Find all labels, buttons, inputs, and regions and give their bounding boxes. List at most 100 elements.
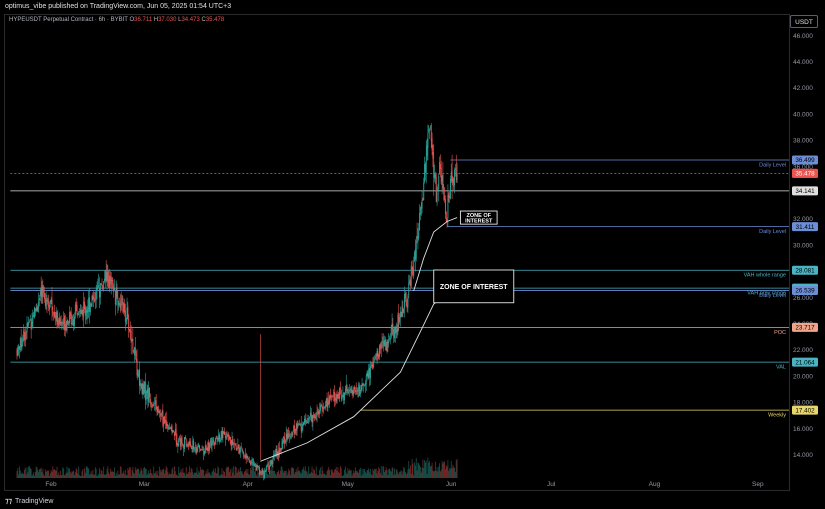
moving-average-line xyxy=(260,285,458,462)
volume-bar xyxy=(83,475,85,478)
candle-body xyxy=(53,313,55,314)
volume-bar xyxy=(54,470,56,478)
volume-bar xyxy=(254,468,256,478)
publish-info: optimus_vibe published on TradingView.co… xyxy=(5,3,232,10)
volume-bar xyxy=(444,461,446,478)
candle-body xyxy=(334,397,336,400)
price-tag-text: 34.141 xyxy=(795,188,815,195)
candle-body xyxy=(229,436,230,440)
volume-bar xyxy=(365,473,367,478)
volume-bar xyxy=(230,475,232,478)
candle-body xyxy=(345,384,347,391)
candle-body xyxy=(224,431,225,435)
volume-bar xyxy=(419,464,421,478)
chart-frame[interactable] xyxy=(4,14,790,491)
candle-body xyxy=(72,318,74,326)
candle-body xyxy=(404,292,406,299)
candle-body xyxy=(187,443,189,446)
candle-body xyxy=(324,404,326,409)
volume-bar xyxy=(89,473,91,478)
volume-bar xyxy=(143,467,145,478)
volume-bar xyxy=(193,474,195,478)
volume-bar xyxy=(399,471,401,478)
candle-body xyxy=(179,438,181,447)
candle-body xyxy=(403,309,405,313)
candle-body xyxy=(386,339,388,352)
candle-body xyxy=(30,320,32,330)
volume-bar xyxy=(55,470,57,478)
volume-bar xyxy=(82,469,84,478)
volume-bar xyxy=(315,466,317,478)
volume-bar xyxy=(275,475,277,478)
currency-button[interactable]: USDT xyxy=(790,15,818,28)
candle-body xyxy=(49,299,51,305)
candle-body xyxy=(116,287,118,297)
price-tag-box xyxy=(792,222,818,232)
candle-body xyxy=(96,288,98,291)
price-tag-box xyxy=(792,186,818,196)
candle-body xyxy=(49,304,50,310)
candle-body xyxy=(173,431,175,433)
candle-body xyxy=(416,237,418,239)
candle-body xyxy=(138,371,140,373)
candle-body xyxy=(67,320,69,324)
candle-body xyxy=(56,312,58,325)
volume-bar xyxy=(379,468,381,478)
candle-body xyxy=(287,433,289,439)
volume-bar xyxy=(214,468,216,478)
candle-body xyxy=(100,283,102,284)
candle-body xyxy=(83,301,85,318)
zone-label: ZONE OF xyxy=(467,213,492,219)
volume-bar xyxy=(360,475,362,478)
candle-body xyxy=(394,327,396,334)
candle-body xyxy=(184,437,186,440)
candle-body xyxy=(259,466,260,474)
volume-bar xyxy=(434,470,436,478)
time-axis: Feb Mar Apr May Jun Jul Aug Sep xyxy=(45,481,764,488)
volume-bar xyxy=(192,472,194,478)
candle-body xyxy=(136,358,138,376)
volume-bar xyxy=(209,474,211,478)
volume-bar xyxy=(224,472,225,478)
volume-bar xyxy=(174,471,176,478)
volume-bar xyxy=(285,470,287,478)
candle-body xyxy=(115,287,117,305)
candle-body xyxy=(424,163,426,173)
candle-body xyxy=(102,286,104,289)
candle-body xyxy=(57,319,59,323)
volume-bar xyxy=(449,468,451,478)
volume-bar xyxy=(309,473,311,478)
volume-bar xyxy=(25,474,27,478)
candle-body xyxy=(294,425,295,434)
candle-body xyxy=(157,409,159,413)
volume-bar xyxy=(59,475,60,478)
candle-body xyxy=(85,309,87,316)
candle-body xyxy=(221,430,223,438)
brand-label: TradingView xyxy=(14,498,54,505)
volume-bar xyxy=(240,471,242,478)
volume-bar xyxy=(21,472,23,478)
candle-body xyxy=(159,414,161,416)
candle-body xyxy=(193,441,195,449)
candle-body xyxy=(339,387,341,390)
volume-bar xyxy=(204,473,206,478)
candle-body xyxy=(312,415,314,423)
volume-bar xyxy=(257,469,259,478)
volume-bar xyxy=(58,472,60,478)
candle-body xyxy=(98,285,100,287)
candle-body xyxy=(264,470,265,479)
volume-bar xyxy=(139,473,140,478)
level-label: VAH whole range xyxy=(744,273,786,279)
volume-bar xyxy=(446,466,448,478)
volume-bar xyxy=(394,468,396,478)
volume-bar xyxy=(38,471,40,478)
candle-body xyxy=(118,302,120,306)
volume-bar xyxy=(356,470,358,478)
candle-body xyxy=(265,467,267,473)
volume-bar xyxy=(437,471,439,478)
candle-body xyxy=(328,399,330,405)
candle-body xyxy=(434,174,436,179)
volume-bar xyxy=(133,472,135,478)
candle-body xyxy=(424,163,426,182)
